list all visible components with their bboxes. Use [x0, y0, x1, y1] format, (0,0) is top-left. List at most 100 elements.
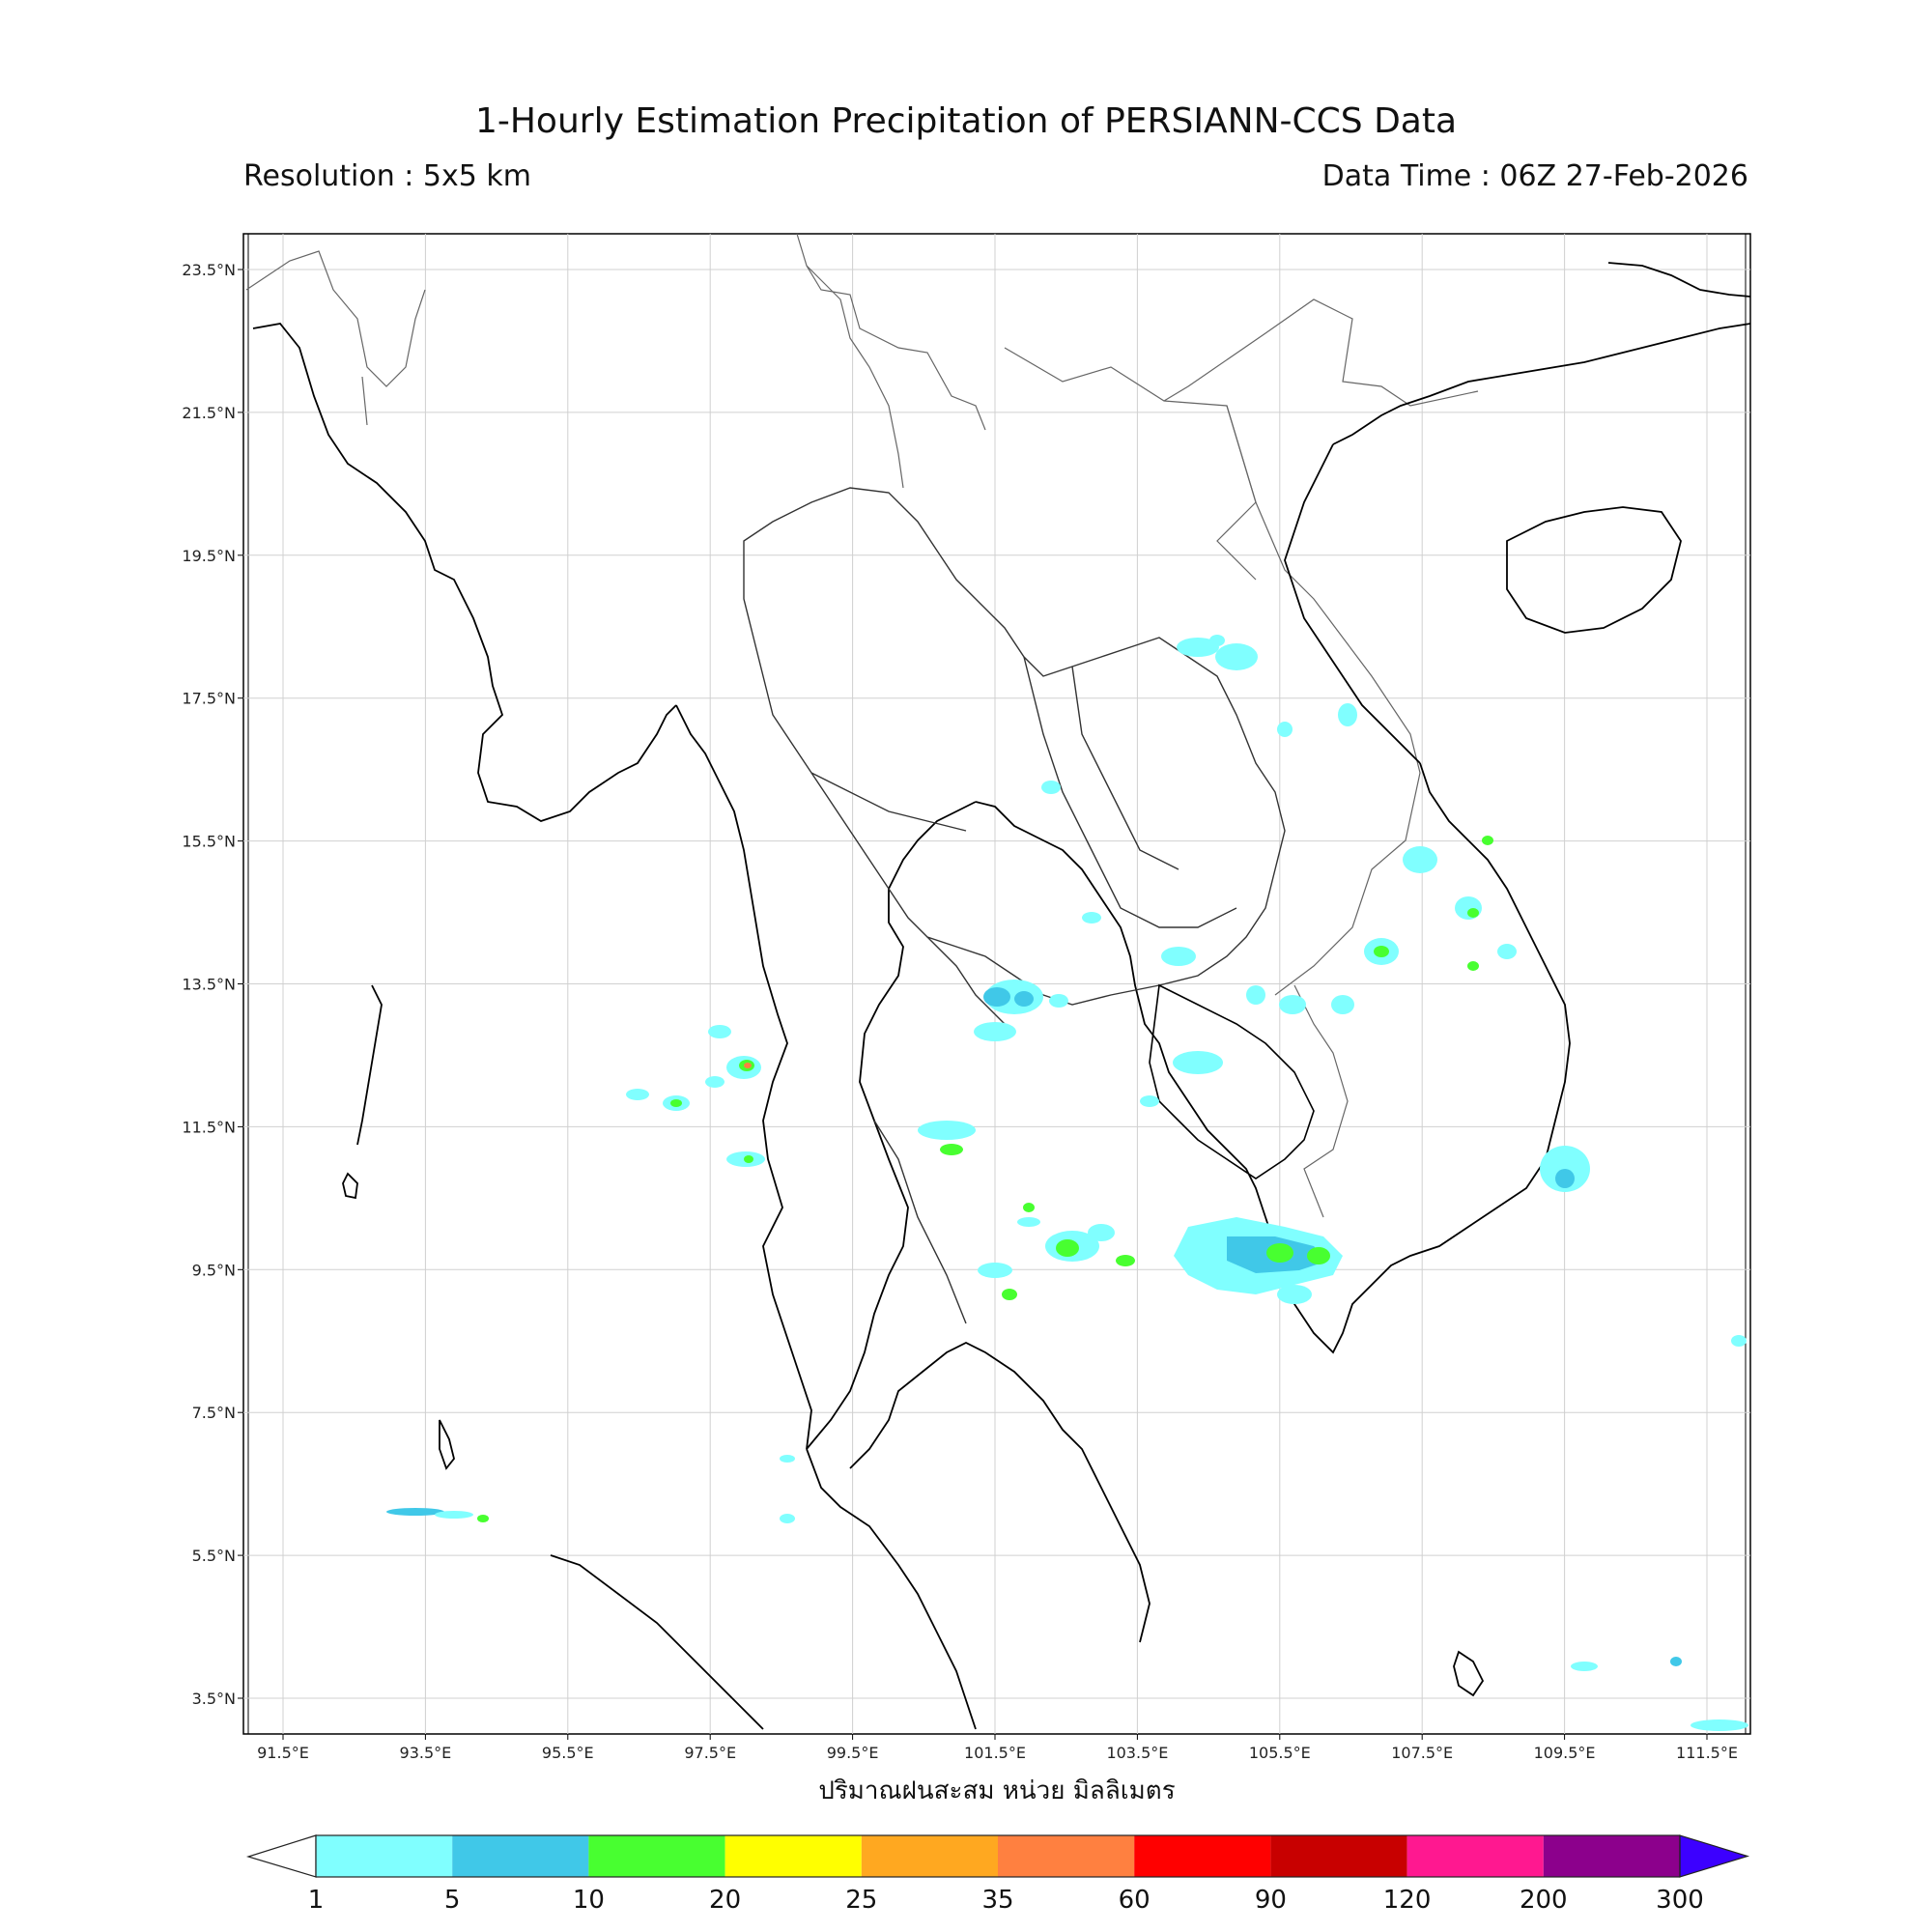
- border-india-myanmar: [245, 250, 426, 387]
- colorbar-tick-label: 20: [709, 1886, 741, 1915]
- border-myanmar-laos: [806, 265, 904, 489]
- precip-laos-1: [1215, 643, 1258, 670]
- colorbar-tick-label: 60: [1119, 1886, 1151, 1915]
- colorbar-tick-label: 5: [444, 1886, 461, 1915]
- coast-natuna: [1453, 1650, 1485, 1697]
- coast-andaman-islands: [356, 984, 383, 1146]
- precip-cambodia-1-core: [1374, 946, 1389, 957]
- x-tick-label: 103.5°E: [1106, 1744, 1168, 1762]
- x-tick-label: 95.5°E: [542, 1744, 594, 1762]
- precip-gulf-1-core: [1056, 1239, 1079, 1257]
- y-tick-label: 21.5°N: [182, 404, 236, 422]
- precip-andaman-1-peak: [744, 1063, 752, 1068]
- colorbar-swatch: [588, 1835, 725, 1877]
- colorbar-swatch: [1270, 1835, 1407, 1877]
- coast-andaman-small: [342, 1172, 358, 1200]
- precip-borneo: [1690, 1719, 1748, 1731]
- x-axis-ticks: 91.5°E 93.5°E 95.5°E 97.5°E 99.5°E 101.5°E 103…: [257, 1734, 1738, 1762]
- country-borders: [245, 233, 1479, 1218]
- border-cambodia-vietnam: [1293, 984, 1349, 1218]
- coast-gulf-west: [806, 801, 977, 1450]
- precip-laos-north: [1177, 638, 1219, 657]
- coast-malay-east: [849, 1341, 1151, 1643]
- coast-hainan: [1506, 506, 1682, 634]
- colorbar-swatch: [724, 1835, 862, 1877]
- precip-delta-tail: [1277, 1285, 1312, 1304]
- precip-andaman-2: [708, 1025, 731, 1038]
- colorbar-tick-label: 35: [981, 1886, 1013, 1915]
- precip-cambodia-3: [1246, 985, 1265, 1005]
- colorbar-tick-label: 25: [845, 1886, 877, 1915]
- coast-vietnam-south: [1264, 762, 1571, 1354]
- coast-malay-west: [806, 1448, 977, 1730]
- province-line-4: [1071, 666, 1179, 870]
- x-tick-label: 91.5°E: [257, 1744, 309, 1762]
- colorbar-swatch: [861, 1835, 998, 1877]
- cambodia-outline: [1149, 983, 1315, 1179]
- x-tick-label: 101.5°E: [964, 1744, 1026, 1762]
- precip-gulf-4: [1002, 1289, 1017, 1300]
- data-time-label: Data Time : 06Z 27-Feb-2026: [1321, 159, 1748, 193]
- province-south: [873, 1120, 967, 1324]
- precipitation-layer: [386, 635, 1748, 1731]
- precip-malay-2: [780, 1455, 795, 1463]
- precip-laos-2: [1338, 703, 1357, 726]
- precip-sumatra-west: [386, 1508, 444, 1516]
- colorbar-swatch: [998, 1835, 1135, 1877]
- colorbar: 1 5 10 20 25 35 60 90 120 200 300: [245, 1834, 1750, 1915]
- border-laos-china: [1004, 347, 1257, 581]
- coast-bay-of-bengal: [252, 323, 677, 822]
- precip-gulf-8: [1023, 1203, 1035, 1212]
- precip-cambodia-5: [1161, 947, 1196, 966]
- precip-vietnam-3-core: [1467, 908, 1479, 918]
- precip-sumatra-west-3: [477, 1515, 489, 1522]
- colorbar-tick-label: 120: [1383, 1886, 1432, 1915]
- thailand-provinces: [743, 487, 1286, 1324]
- colorbar-extend-low: [245, 1834, 317, 1878]
- coast-andaman: [675, 704, 812, 1450]
- precip-natuna-2: [1670, 1657, 1682, 1666]
- y-tick-label: 9.5°N: [192, 1261, 236, 1279]
- precip-gulf-6: [918, 1121, 976, 1140]
- precip-vietnam-4: [1497, 944, 1517, 959]
- precip-vietnam-3: [1455, 896, 1482, 920]
- y-tick-label: 3.5°N: [192, 1690, 236, 1708]
- map-panel: 91.5°E 93.5°E 95.5°E 97.5°E 99.5°E 101.5°E 103…: [182, 233, 1751, 1762]
- precip-east-coast: [1049, 994, 1068, 1008]
- coast-south-china: [1607, 262, 1751, 298]
- colorbar-swatch: [452, 1835, 589, 1877]
- precip-gulf-5: [1116, 1255, 1135, 1266]
- precip-far-east: [1731, 1335, 1747, 1347]
- precip-cambodia-4: [1331, 995, 1354, 1014]
- precip-thai-east: [1082, 912, 1101, 923]
- precip-andaman-4-core: [670, 1099, 682, 1107]
- x-tick-label: 99.5°E: [827, 1744, 879, 1762]
- coast-sumatra: [550, 1554, 764, 1730]
- colorbar-swatch: [316, 1835, 453, 1877]
- border-bangladesh: [361, 376, 368, 426]
- precip-vietnam-5: [1467, 961, 1479, 971]
- precip-sea-east-core: [1555, 1169, 1575, 1188]
- precip-vietnam-1: [1403, 846, 1437, 873]
- precip-tonle-sap: [1173, 1051, 1223, 1074]
- thailand-outline: [743, 487, 1286, 1006]
- border-myanmar-china: [796, 233, 986, 431]
- precip-thai-ne: [1041, 781, 1061, 794]
- y-axis-ticks: 23.5°N 21.5°N 19.5°N 17.5°N 15.5°N 13.5°N 11.5…: [182, 261, 243, 1708]
- precip-andaman-3: [626, 1089, 649, 1100]
- precip-laos-north-2: [1209, 635, 1225, 646]
- colorbar-border: [315, 1834, 1681, 1878]
- colorbar-tick-label: 90: [1255, 1886, 1287, 1915]
- border-laos-vietnam: [1226, 405, 1421, 996]
- precip-cambodia-6: [1140, 1095, 1159, 1107]
- y-tick-label: 13.5°N: [182, 976, 236, 994]
- y-tick-label: 17.5°N: [182, 690, 236, 708]
- precip-andaman-5-core: [744, 1155, 753, 1163]
- resolution-label: Resolution : 5x5 km: [243, 159, 531, 193]
- precip-cambodia-2: [1279, 995, 1306, 1014]
- x-tick-label: 111.5°E: [1676, 1744, 1738, 1762]
- x-tick-label: 105.5°E: [1249, 1744, 1311, 1762]
- precip-malay-1: [780, 1514, 795, 1523]
- y-tick-label: 11.5°N: [182, 1118, 236, 1136]
